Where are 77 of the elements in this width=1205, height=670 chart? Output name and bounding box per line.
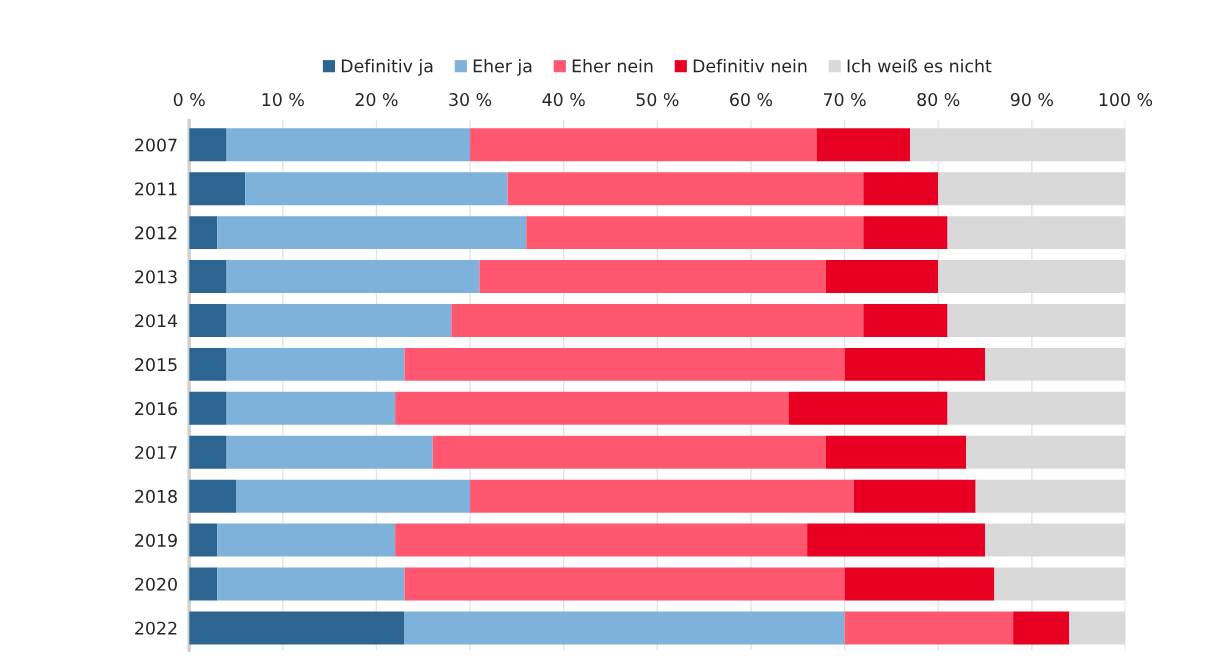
x-tick-label: 40 % (542, 92, 585, 107)
bar (226, 303, 452, 337)
y-tick-label: 2018 (135, 489, 177, 503)
x-tick-label: 60 % (730, 92, 773, 107)
legend-label: Definitiv nein (693, 59, 807, 73)
legend-label: Eher ja (473, 59, 532, 76)
bar (245, 172, 508, 206)
bar (844, 611, 1014, 645)
bar (526, 216, 864, 250)
bar (189, 567, 218, 601)
y-tick-label: 2007 (135, 138, 177, 152)
x-tick-label: 0 % (173, 92, 205, 107)
bar (226, 260, 480, 294)
bar (844, 347, 986, 381)
bar (395, 391, 789, 425)
bar (844, 567, 995, 601)
bar (863, 216, 948, 250)
bar (816, 128, 911, 162)
y-tick-label: 2013 (135, 270, 177, 284)
bar (479, 260, 826, 294)
x-tick-label: 20 % (355, 92, 398, 107)
bar (189, 523, 218, 557)
y-tick-label: 2020 (135, 577, 177, 591)
x-tick-label: 80 % (917, 92, 960, 107)
bar (236, 479, 471, 513)
y-tick-label: 2012 (135, 226, 177, 240)
bar (226, 435, 433, 469)
bar (788, 391, 948, 425)
bar (189, 216, 218, 250)
y-tick-label: 2019 (135, 533, 177, 547)
bar (470, 479, 854, 513)
bar (451, 303, 864, 337)
bar (226, 347, 405, 381)
y-tick-label: 2014 (135, 314, 178, 328)
x-tick-label: 10 % (262, 92, 304, 107)
bar (189, 347, 227, 381)
y-tick-label: 2017 (135, 445, 177, 460)
bar (863, 303, 948, 337)
x-tick-label: 50 % (636, 92, 679, 107)
bar (395, 523, 808, 557)
y-tick-label: 2022 (135, 621, 177, 635)
bar (189, 611, 405, 645)
bar (217, 216, 527, 250)
x-tick-label: 70 % (823, 92, 866, 107)
bar (507, 172, 864, 206)
bar (432, 435, 826, 469)
legend-label: Ich weiß es nicht (847, 59, 992, 73)
bar (863, 172, 939, 206)
bar (189, 435, 227, 469)
bar (189, 479, 236, 513)
bar (217, 567, 405, 601)
x-tick-label: 100 % (1099, 92, 1153, 107)
bar (189, 303, 227, 337)
bar (853, 479, 976, 513)
bar (825, 260, 939, 294)
legend-label: Eher nein (572, 59, 653, 73)
y-tick-label: 2016 (135, 402, 177, 416)
y-tick-label: 2011 (135, 182, 177, 196)
bar (1013, 611, 1070, 645)
bar (226, 128, 471, 162)
bar (189, 172, 246, 206)
bar (404, 567, 845, 601)
bar (189, 260, 227, 294)
bar (807, 523, 986, 557)
bar (825, 435, 967, 469)
bar (189, 128, 227, 162)
bar (404, 347, 845, 381)
bar (217, 523, 396, 557)
bar (404, 611, 845, 645)
y-tick-label: 2015 (135, 358, 177, 372)
x-tick-label: 90 % (1010, 92, 1053, 107)
bar (470, 128, 817, 162)
x-tick-label: 30 % (449, 92, 492, 107)
bar (1069, 611, 1126, 645)
bar (189, 391, 227, 425)
bar (226, 391, 396, 425)
legend-label: Definitiv ja (341, 59, 433, 76)
